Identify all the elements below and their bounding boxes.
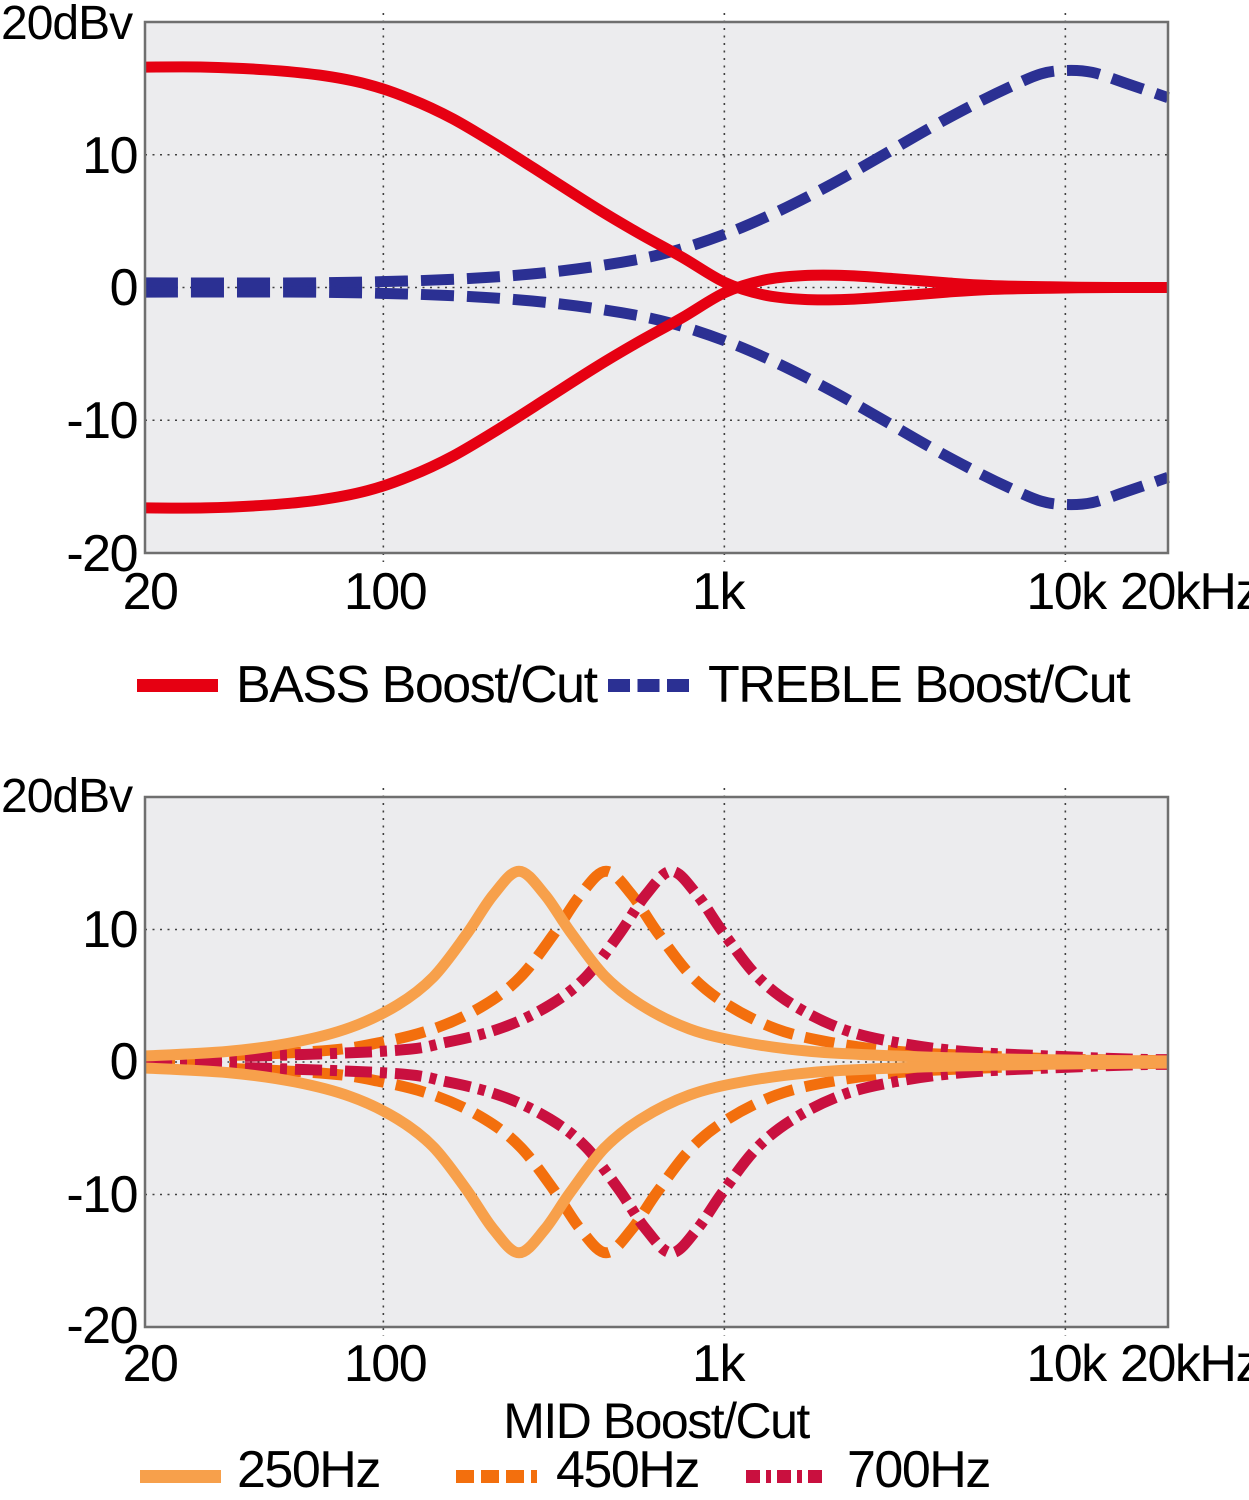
mid-250-legend-label: 250Hz	[237, 1441, 381, 1499]
mid-450-legend-swatch	[456, 1470, 537, 1483]
top-xtick-20: 20	[122, 563, 179, 621]
top-xtick-1k: 1k	[692, 563, 745, 621]
bottom-xtick-20khz: 20kHz	[1120, 1335, 1249, 1393]
bass-legend-label: BASS Boost/Cut	[236, 656, 598, 714]
mid-700-legend-swatch	[746, 1470, 827, 1483]
mid-450-legend-label: 450Hz	[556, 1441, 700, 1499]
top-ytick-0: 0	[109, 259, 139, 317]
treble-legend-label: TREBLE Boost/Cut	[708, 656, 1131, 714]
bottom-chart-unit-label: 20dBv	[1, 770, 133, 823]
mid-250-legend-swatch	[140, 1470, 221, 1483]
mid-700-legend-label: 700Hz	[847, 1441, 991, 1499]
bottom-xtick-100: 100	[343, 1335, 428, 1393]
top-xtick-10k: 10k	[1026, 563, 1107, 621]
bottom-ytick-10: 10	[82, 901, 138, 959]
bottom-xtick-20: 20	[122, 1335, 179, 1393]
bass-treble-chart-plot	[143, 13, 1170, 562]
bottom-xtick-10k: 10k	[1026, 1335, 1107, 1393]
top-xtick-20khz: 20kHz	[1120, 563, 1249, 621]
top-chart-unit-label: 20dBv	[1, 0, 133, 50]
top-xtick-100: 100	[343, 563, 428, 621]
top-ytick-10: 10	[82, 127, 138, 185]
bass-legend-swatch	[137, 679, 218, 692]
bottom-xtick-1k: 1k	[692, 1335, 745, 1393]
treble-legend-swatch	[608, 679, 689, 692]
mid-axis-title: MID Boost/Cut	[503, 1393, 810, 1449]
top-ytick-m20: -20	[66, 525, 138, 583]
bottom-ytick-m10: -10	[66, 1166, 138, 1224]
bottom-ytick-m20: -20	[66, 1297, 138, 1355]
top-ytick-m10: -10	[66, 392, 138, 450]
bottom-ytick-0: 0	[109, 1033, 139, 1091]
mid-chart-plot	[143, 788, 1170, 1336]
